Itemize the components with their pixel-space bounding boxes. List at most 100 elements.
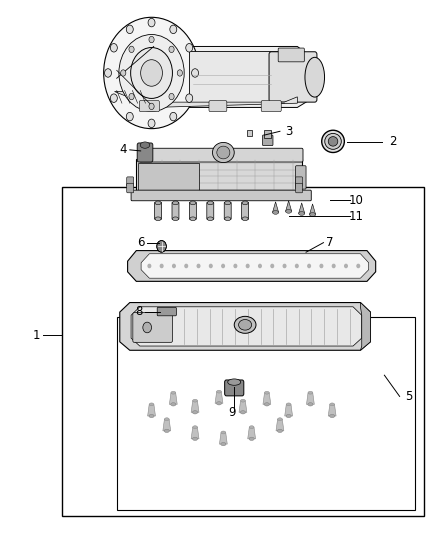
Circle shape <box>197 264 200 268</box>
FancyBboxPatch shape <box>264 130 271 138</box>
Circle shape <box>169 93 174 100</box>
Ellipse shape <box>239 319 252 330</box>
Circle shape <box>283 264 286 268</box>
Polygon shape <box>328 405 336 416</box>
Polygon shape <box>307 393 314 405</box>
FancyBboxPatch shape <box>269 52 317 102</box>
FancyBboxPatch shape <box>189 203 196 219</box>
Ellipse shape <box>240 399 245 402</box>
Ellipse shape <box>149 414 154 418</box>
Ellipse shape <box>308 403 313 406</box>
Circle shape <box>271 264 274 268</box>
Circle shape <box>177 70 183 76</box>
Ellipse shape <box>164 418 169 421</box>
Circle shape <box>170 25 177 34</box>
Ellipse shape <box>234 317 256 333</box>
Circle shape <box>209 264 212 268</box>
FancyBboxPatch shape <box>127 183 134 193</box>
FancyBboxPatch shape <box>172 203 179 219</box>
Polygon shape <box>170 393 177 405</box>
FancyBboxPatch shape <box>157 308 177 316</box>
Ellipse shape <box>328 136 338 146</box>
Ellipse shape <box>228 379 241 385</box>
FancyBboxPatch shape <box>155 203 162 219</box>
Polygon shape <box>191 401 199 413</box>
Circle shape <box>148 18 155 27</box>
Ellipse shape <box>193 399 198 402</box>
FancyBboxPatch shape <box>138 163 199 192</box>
Ellipse shape <box>221 431 226 434</box>
Circle shape <box>320 264 323 268</box>
Circle shape <box>149 103 154 110</box>
Text: 5: 5 <box>405 390 412 403</box>
Polygon shape <box>286 201 292 212</box>
Circle shape <box>169 46 174 53</box>
FancyBboxPatch shape <box>139 148 303 162</box>
Ellipse shape <box>190 217 196 221</box>
Polygon shape <box>276 419 284 431</box>
Polygon shape <box>163 419 171 431</box>
Polygon shape <box>239 401 247 413</box>
Circle shape <box>126 25 133 34</box>
Circle shape <box>173 264 175 268</box>
Circle shape <box>332 264 335 268</box>
Circle shape <box>186 94 193 102</box>
Circle shape <box>141 60 162 86</box>
FancyBboxPatch shape <box>207 203 214 219</box>
Text: 2: 2 <box>389 135 397 148</box>
Ellipse shape <box>212 142 234 163</box>
FancyBboxPatch shape <box>139 101 159 112</box>
Circle shape <box>357 264 360 268</box>
Circle shape <box>157 240 166 252</box>
FancyBboxPatch shape <box>188 51 284 103</box>
Ellipse shape <box>286 414 291 418</box>
Ellipse shape <box>155 217 161 221</box>
Polygon shape <box>360 303 371 350</box>
FancyBboxPatch shape <box>296 177 303 187</box>
FancyBboxPatch shape <box>247 130 252 135</box>
Ellipse shape <box>225 217 231 221</box>
Ellipse shape <box>171 403 176 406</box>
Circle shape <box>110 44 117 52</box>
Ellipse shape <box>322 130 344 152</box>
Ellipse shape <box>242 217 248 221</box>
Circle shape <box>246 264 249 268</box>
Ellipse shape <box>249 426 254 429</box>
Circle shape <box>160 264 163 268</box>
Text: 7: 7 <box>326 236 334 249</box>
FancyBboxPatch shape <box>296 166 306 189</box>
Circle shape <box>131 47 173 99</box>
Ellipse shape <box>164 429 170 433</box>
Circle shape <box>148 119 155 127</box>
Polygon shape <box>299 203 305 214</box>
Ellipse shape <box>173 217 179 221</box>
Ellipse shape <box>217 390 221 393</box>
Text: 6: 6 <box>137 236 145 249</box>
Ellipse shape <box>193 410 198 414</box>
Circle shape <box>296 264 298 268</box>
Text: 9: 9 <box>228 406 236 419</box>
Bar <box>117 317 415 511</box>
Circle shape <box>129 46 134 53</box>
Ellipse shape <box>140 142 150 148</box>
Circle shape <box>149 36 154 43</box>
Polygon shape <box>263 393 271 405</box>
Circle shape <box>110 94 117 102</box>
Ellipse shape <box>310 213 316 216</box>
Ellipse shape <box>193 437 198 440</box>
Ellipse shape <box>217 146 230 159</box>
Text: 10: 10 <box>349 193 364 207</box>
Text: 1: 1 <box>32 329 40 342</box>
Ellipse shape <box>216 402 222 405</box>
Polygon shape <box>131 307 362 346</box>
FancyBboxPatch shape <box>278 48 304 62</box>
FancyBboxPatch shape <box>296 183 303 193</box>
Text: 8: 8 <box>135 305 142 318</box>
Polygon shape <box>191 427 199 439</box>
Ellipse shape <box>249 437 254 440</box>
Circle shape <box>191 69 198 77</box>
Circle shape <box>105 69 112 77</box>
Ellipse shape <box>299 212 305 215</box>
Circle shape <box>170 112 177 121</box>
Ellipse shape <box>277 429 283 433</box>
